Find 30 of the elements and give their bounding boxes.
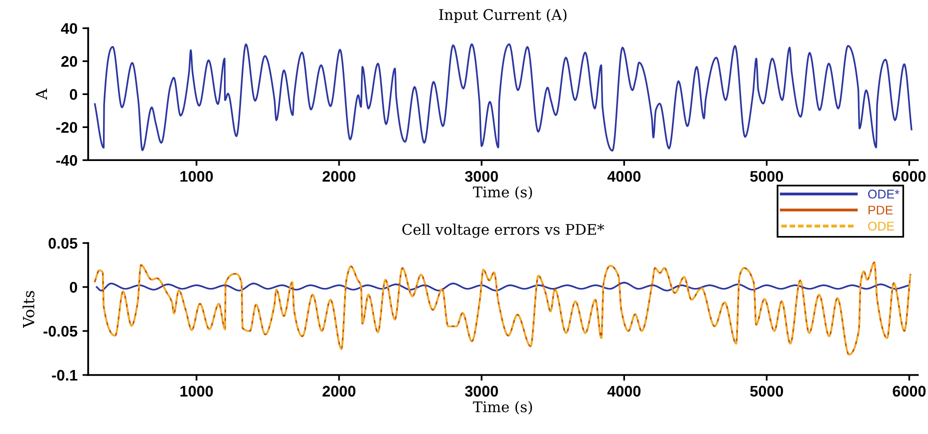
x-tick-label: 1000 (180, 170, 213, 182)
y-tick-label: 0.05 (48, 238, 78, 249)
y-tick-label: -0.05 (44, 326, 78, 337)
x-tick-label: 6000 (892, 170, 926, 182)
text: ODE* (868, 190, 900, 199)
x-tick-label: 5000 (750, 386, 784, 397)
y-tick-label: -0.1 (52, 370, 78, 381)
x-tick-label: 1000 (180, 386, 213, 397)
y-axis-title: Volts (22, 290, 34, 328)
text: PDE (868, 206, 893, 214)
text: ODE (868, 222, 894, 231)
x-tick-label: 4000 (607, 170, 641, 182)
y-tick-label: 20 (61, 56, 78, 67)
x-axis-title: Time (s) (472, 186, 532, 200)
y-tick-label: 40 (60, 23, 78, 34)
x-tick-label: 5000 (750, 170, 784, 182)
x-tick-label: 6000 (892, 386, 926, 397)
x-axis-title: Time (s) (472, 401, 532, 414)
y-axis-title: A (36, 88, 47, 100)
x-tick-label: 2000 (322, 170, 356, 182)
chart-title: Input Current (A) (439, 8, 566, 23)
x-tick-label: 3000 (464, 170, 498, 182)
chart-title: Cell voltage errors vs PDE* (402, 224, 604, 238)
y-tick-label: -20 (56, 122, 78, 133)
x-tick-label: 2000 (322, 386, 356, 397)
y-tick-label: 0 (70, 282, 78, 293)
x-tick-label: 3000 (464, 386, 498, 397)
y-tick-label: 0 (70, 89, 78, 100)
x-tick-label: 4000 (607, 386, 641, 397)
y-tick-label: -40 (56, 155, 78, 166)
